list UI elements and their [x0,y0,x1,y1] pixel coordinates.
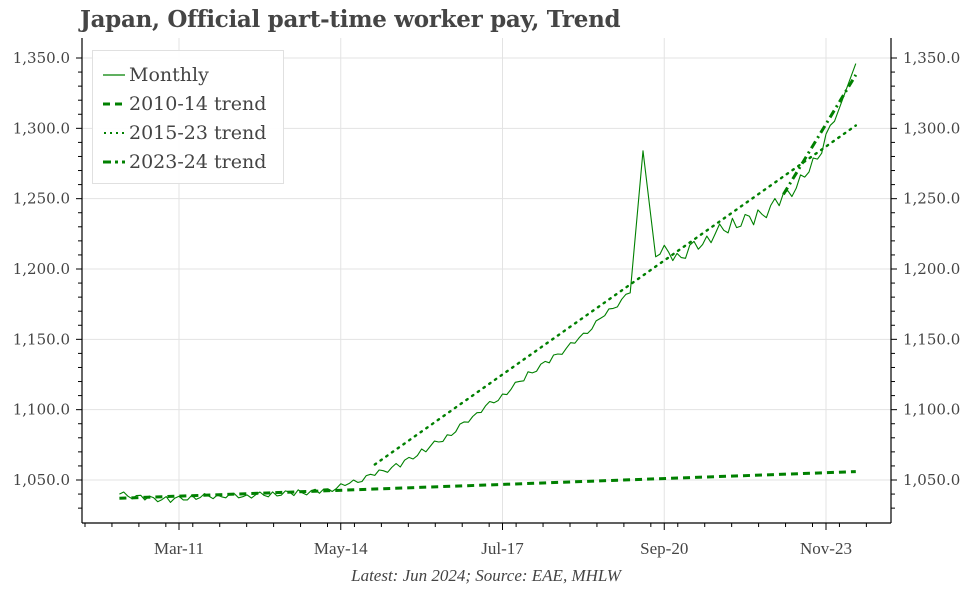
x-tick-label: Nov-23 [800,539,852,558]
y-tick-label-left: 1,300.0 [13,119,70,137]
legend: Monthly 2010-14 trend 2015-23 trend 2023… [92,50,284,184]
series-2015-23-trend [373,124,857,466]
axes: 1,050.0 1,050.0 1,100.0 1,100.0 1,150.0 1,150… [13,38,960,558]
y-tick-label-left: 1,050.0 [13,471,70,489]
legend-item-2015-23-trend: 2015-23 trend [103,118,266,147]
dotted-line-icon [104,131,125,134]
y-tick-label-right: 1,150.0 [903,330,960,348]
legend-label: 2023-24 trend [129,150,267,173]
series-monthly [119,63,857,503]
data-series [119,63,858,503]
legend-item-monthly: Monthly [103,60,209,89]
chart-title: Japan, Official part-time worker pay, Tr… [80,6,621,33]
y-tick-label-left: 1,250.0 [13,190,70,208]
y-tick-label-left: 1,350.0 [13,49,70,67]
y-tick-label-right: 1,050.0 [903,471,960,489]
y-tick-label-right: 1,200.0 [903,260,960,278]
dashdot-line-icon [103,160,125,163]
x-tick-label: Jul-17 [481,539,524,558]
legend-item-2023-24-trend: 2023-24 trend [103,147,266,176]
y-tick-label-right: 1,250.0 [903,190,960,208]
series-2010-14-trend [119,470,856,500]
dashed-line-icon [103,102,125,105]
y-tick-label-right: 1,100.0 [903,401,960,419]
x-tick-label: May-14 [314,539,368,558]
y-tick-label-right: 1,350.0 [903,49,960,67]
series-2023-24-trend [782,74,858,196]
x-tick-label: Mar-11 [154,539,204,558]
y-tick-label-left: 1,150.0 [13,330,70,348]
legend-item-2010-14-trend: 2010-14 trend [103,89,266,118]
y-tick-label-right: 1,300.0 [903,119,960,137]
legend-label: 2015-23 trend [129,121,267,144]
legend-label: Monthly [129,63,209,86]
legend-label: 2010-14 trend [129,92,267,115]
source-note: Latest: Jun 2024; Source: EAE, MHLW [351,566,621,585]
x-tick-label: Sep-20 [640,539,688,558]
y-tick-label-left: 1,200.0 [13,260,70,278]
y-tick-label-left: 1,100.0 [13,401,70,419]
solid-line-icon [103,73,125,76]
